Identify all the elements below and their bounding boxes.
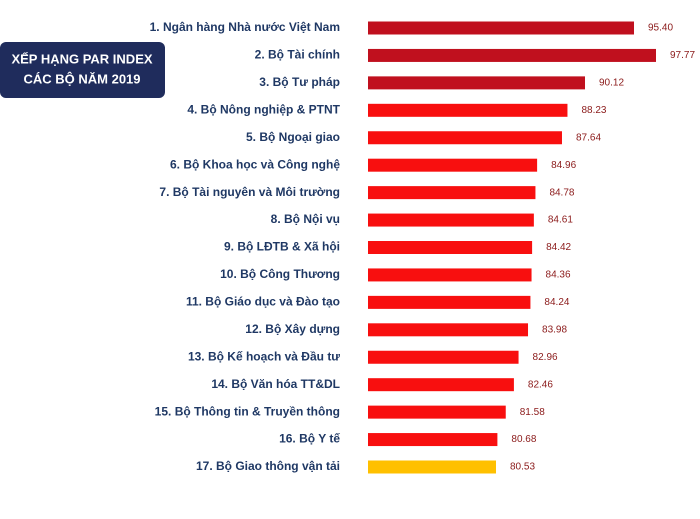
category-label: 6. Bộ Khoa học và Công nghệ (170, 157, 340, 171)
title-box (0, 42, 165, 98)
bar (368, 460, 496, 474)
value-label: 84.24 (544, 297, 569, 308)
value-label: 82.96 (533, 352, 558, 363)
category-label: 10. Bộ Công Thương (220, 267, 340, 281)
value-label: 90.12 (599, 78, 624, 89)
category-label: 7. Bộ Tài nguyên và Môi trường (159, 185, 340, 199)
value-label: 88.23 (581, 105, 606, 116)
bar (368, 295, 531, 309)
category-label: 14. Bộ Văn hóa TT&DL (211, 377, 340, 391)
bar (368, 405, 506, 419)
value-label: 84.96 (551, 160, 576, 171)
value-label: 84.61 (548, 215, 573, 226)
chart-subtitle: CÁC BỘ NĂM 2019 (23, 71, 140, 86)
bar (368, 433, 498, 447)
category-label: 4. Bộ Nông nghiệp & PTNT (187, 102, 340, 116)
value-label: 80.53 (510, 462, 535, 473)
bar (368, 131, 562, 145)
category-label: 1. Ngân hàng Nhà nước Việt Nam (150, 20, 340, 34)
category-label: 3. Bộ Tư pháp (259, 75, 340, 89)
bar (368, 268, 532, 282)
bar (368, 323, 529, 337)
value-label: 83.98 (542, 324, 567, 335)
bar (368, 21, 635, 35)
value-label: 84.78 (549, 187, 574, 198)
bar (368, 48, 656, 62)
chart-title: XẾP HẠNG PAR INDEX (11, 51, 152, 66)
category-label: 13. Bộ Kế hoạch và Đầu tư (188, 349, 340, 363)
bar (368, 76, 586, 90)
category-label: 16. Bộ Y tế (279, 432, 340, 446)
value-label: 81.58 (520, 407, 545, 418)
value-label: 80.68 (511, 434, 536, 445)
bar (368, 213, 534, 227)
bar (368, 241, 533, 254)
category-label: 15. Bộ Thông tin & Truyền thông (155, 404, 340, 418)
value-label: 97.77 (670, 50, 695, 61)
value-label: 84.42 (546, 242, 571, 253)
value-label: 95.40 (648, 23, 673, 34)
category-label: 8. Bộ Nội vụ (271, 212, 340, 226)
bar (368, 350, 519, 364)
bar (368, 103, 568, 117)
category-label: 9. Bộ LĐTB & Xã hội (224, 240, 340, 254)
category-label: 12. Bộ Xây dựng (245, 322, 340, 336)
bar (368, 186, 536, 200)
bar (368, 158, 538, 172)
bar (368, 378, 514, 392)
value-label: 84.36 (546, 270, 571, 281)
category-label: 2. Bộ Tài chính (255, 48, 340, 62)
category-label: 17. Bộ Giao thông vận tải (196, 459, 340, 473)
category-label: 5. Bộ Ngoại giao (246, 130, 340, 144)
value-label: 82.46 (528, 379, 553, 390)
category-label: 11. Bộ Giáo dục và Đào tạo (186, 295, 340, 309)
value-label: 87.64 (576, 132, 601, 143)
